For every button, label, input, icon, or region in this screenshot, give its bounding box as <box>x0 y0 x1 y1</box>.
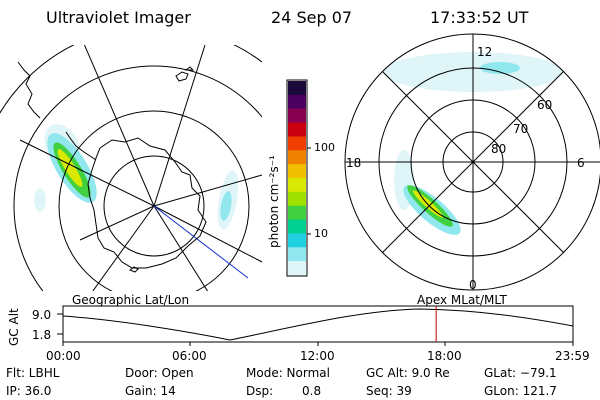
timeline-left-title: Geographic Lat/Lon <box>72 293 190 307</box>
south-america-coastline <box>17 61 41 119</box>
colorbar-band <box>288 164 306 179</box>
colorbar-band <box>288 261 306 276</box>
colorbar-band <box>288 108 306 124</box>
mlat-label-70: 70 <box>513 122 529 136</box>
mlt-label-12: 12 <box>477 45 493 59</box>
instrument-title: Ultraviolet Imager <box>46 8 191 27</box>
colorbar-band <box>288 136 306 151</box>
timeline-plot <box>57 305 574 346</box>
seq-status: Seq: 39 <box>366 384 412 398</box>
map-latitude-circles <box>0 45 262 291</box>
observation-time: 17:33:52 UT <box>430 8 529 27</box>
altitude-curve <box>62 308 574 341</box>
geographic-map <box>0 45 262 291</box>
dsp-label: Dsp: <box>246 384 274 398</box>
mlt-label-6: 6 <box>577 156 585 170</box>
polar-spokes <box>345 34 600 290</box>
colorbar-band <box>288 81 306 96</box>
timeline-right-title: Apex MLat/MLT <box>417 293 507 307</box>
timeline-x-tick-0600: 06:00 <box>172 349 207 363</box>
observation-date: 24 Sep 07 <box>271 8 353 27</box>
antarctica-coastline <box>87 137 207 269</box>
map-terminator-line <box>153 205 249 279</box>
timeline-x-tick-1200: 12:00 <box>300 349 335 363</box>
polar-mlat-mlt-plot <box>344 33 600 291</box>
timeline-y-axis-label: GC Alt <box>7 308 21 346</box>
antarctic-peninsula <box>65 131 97 161</box>
colorbar-unit-label: photon cm⁻²s⁻¹ <box>267 155 281 248</box>
colorbar-band <box>288 94 306 110</box>
colorbar-band <box>288 219 306 234</box>
colorbar-tick-100: 100 <box>314 141 335 154</box>
colorbar-band <box>288 122 306 137</box>
glat-status: GLat: −79.1 <box>484 366 557 380</box>
colorbar-band <box>288 247 306 262</box>
map-islands <box>128 66 195 273</box>
map-meridians <box>19 45 262 291</box>
glon-status: GLon: 121.7 <box>484 384 557 398</box>
colorbar-band <box>288 178 306 193</box>
colorbar <box>286 79 311 277</box>
mode-status: Mode: Normal <box>246 366 330 380</box>
colorbar-tick-10: 10 <box>314 227 328 240</box>
mlt-label-18: 18 <box>346 156 362 170</box>
timeline-x-tick-1800: 18:00 <box>427 349 462 363</box>
mlat-label-60: 60 <box>537 98 553 112</box>
colorbar-band <box>288 191 306 207</box>
mlt-label-0: 0 <box>469 278 477 292</box>
filter-status: Flt: LBHL <box>6 366 60 380</box>
timeline-y-tick-high: 9.0 <box>32 308 52 322</box>
timeline-x-tick-2359: 23:59 <box>555 349 590 363</box>
colorbar-band <box>288 233 306 248</box>
dsp-value: 0.8 <box>302 384 322 398</box>
timeline-x-tick-0000: 00:00 <box>46 349 81 363</box>
ip-status: IP: 36.0 <box>6 384 52 398</box>
timeline-y-tick-low: 1.8 <box>32 328 52 342</box>
colorbar-band <box>288 205 306 221</box>
door-status: Door: Open <box>125 366 194 380</box>
gain-status: Gain: 14 <box>125 384 176 398</box>
colorbar-band <box>288 150 306 165</box>
mlat-label-80: 80 <box>491 142 507 156</box>
map-aurora <box>34 124 239 230</box>
gc-alt-status: GC Alt: 9.0 Re <box>366 366 450 380</box>
